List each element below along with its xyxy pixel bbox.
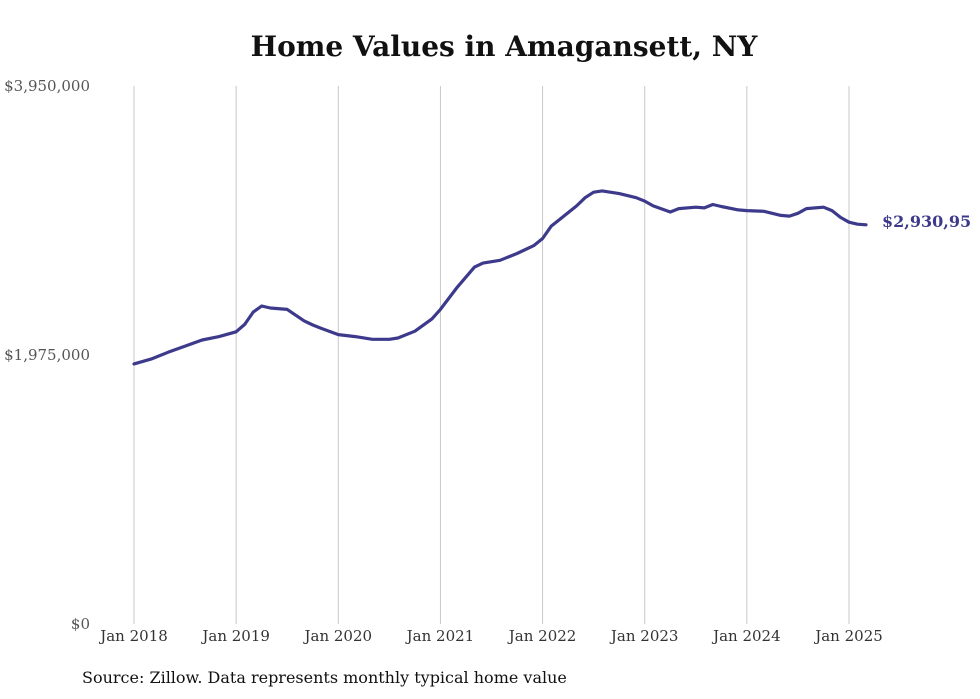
- chart-title: Home Values in Amagansett, NY: [250, 30, 758, 63]
- x-tick-label: Jan 2020: [303, 627, 373, 645]
- x-tick-label: Jan 2025: [813, 627, 883, 645]
- source-note: Source: Zillow. Data represents monthly …: [82, 668, 567, 687]
- vertical-gridlines: [133, 86, 850, 624]
- last-value-label: $2,930,95: [882, 212, 971, 231]
- x-axis-tick-labels: Jan 2018 Jan 2019 Jan 2020 Jan 2021 Jan 2022…: [98, 627, 883, 645]
- x-tick-label: Jan 2023: [609, 627, 679, 645]
- y-tick-label: $3,950,000: [4, 77, 90, 95]
- y-tick-label: $0: [71, 615, 90, 633]
- series-line-home-value: [132, 189, 868, 366]
- x-tick-label: Jan 2018: [98, 627, 168, 645]
- y-tick-label: $1,975,000: [4, 346, 90, 364]
- y-axis-tick-labels: $0 $1,975,000 $3,950,000: [4, 77, 90, 633]
- x-tick-label: Jan 2022: [507, 627, 577, 645]
- series-layer: [132, 189, 868, 366]
- x-tick-label: Jan 2019: [200, 627, 270, 645]
- x-tick-label: Jan 2021: [405, 627, 475, 645]
- x-tick-label: Jan 2024: [711, 627, 781, 645]
